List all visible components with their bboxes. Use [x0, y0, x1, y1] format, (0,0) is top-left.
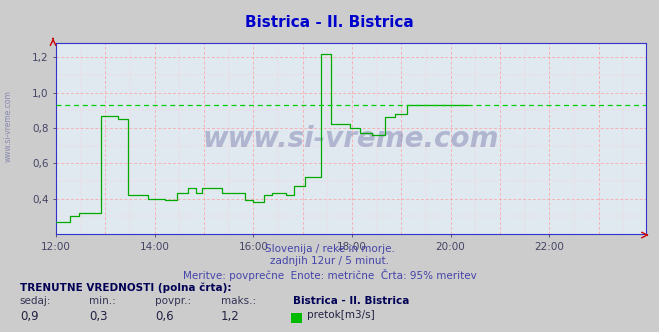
Text: zadnjih 12ur / 5 minut.: zadnjih 12ur / 5 minut.	[270, 256, 389, 266]
Text: sedaj:: sedaj:	[20, 296, 51, 306]
Text: 0,3: 0,3	[89, 310, 107, 323]
Text: 0,9: 0,9	[20, 310, 38, 323]
Text: Slovenija / reke in morje.: Slovenija / reke in morje.	[264, 244, 395, 254]
Text: www.si-vreme.com: www.si-vreme.com	[203, 124, 499, 153]
Text: Bistrica - Il. Bistrica: Bistrica - Il. Bistrica	[245, 15, 414, 30]
Text: Meritve: povprečne  Enote: metrične  Črta: 95% meritev: Meritve: povprečne Enote: metrične Črta:…	[183, 269, 476, 281]
Text: TRENUTNE VREDNOSTI (polna črta):: TRENUTNE VREDNOSTI (polna črta):	[20, 283, 231, 293]
Text: min.:: min.:	[89, 296, 116, 306]
Text: povpr.:: povpr.:	[155, 296, 191, 306]
Text: www.si-vreme.com: www.si-vreme.com	[3, 90, 13, 162]
Text: pretok[m3/s]: pretok[m3/s]	[307, 310, 375, 320]
Text: Bistrica - Il. Bistrica: Bistrica - Il. Bistrica	[293, 296, 410, 306]
Text: 1,2: 1,2	[221, 310, 239, 323]
Text: 0,6: 0,6	[155, 310, 173, 323]
Text: maks.:: maks.:	[221, 296, 256, 306]
